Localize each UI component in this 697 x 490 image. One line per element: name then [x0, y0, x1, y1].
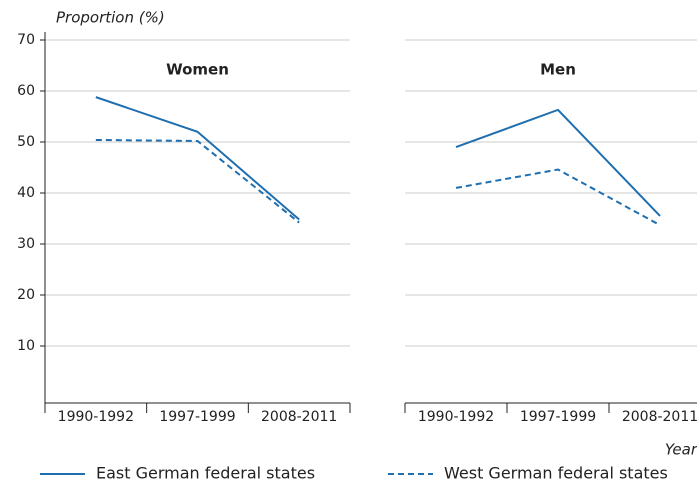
legend-label: West German federal states	[444, 464, 668, 483]
series-line	[95, 96, 300, 221]
y-tick-label: 70	[17, 32, 35, 48]
panel-title: Women	[166, 61, 229, 79]
y-tick-label: 50	[17, 134, 35, 150]
x-tick-label: 2008-2011	[261, 409, 337, 425]
y-axis-label: Proportion (%)	[56, 9, 165, 27]
y-tick-label: 40	[17, 185, 35, 201]
y-tick-label: 60	[17, 83, 35, 99]
x-tick-label: 1997-1999	[520, 409, 596, 425]
x-tick-label: 1997-1999	[159, 409, 235, 425]
y-tick-label: 30	[17, 236, 35, 252]
x-tick-label: 1990-1992	[58, 409, 134, 425]
y-tick-label: 20	[17, 287, 35, 303]
series-line	[455, 168, 661, 227]
panel-title: Men	[540, 61, 576, 79]
x-tick-label: 1990-1992	[418, 409, 494, 425]
y-tick-label: 10	[17, 338, 35, 354]
x-tick-label: 2008-2011	[622, 409, 697, 425]
x-axis-label: Year	[665, 441, 697, 459]
legend-label: East German federal states	[96, 464, 315, 483]
series-line	[455, 108, 661, 217]
series-line	[95, 138, 300, 224]
